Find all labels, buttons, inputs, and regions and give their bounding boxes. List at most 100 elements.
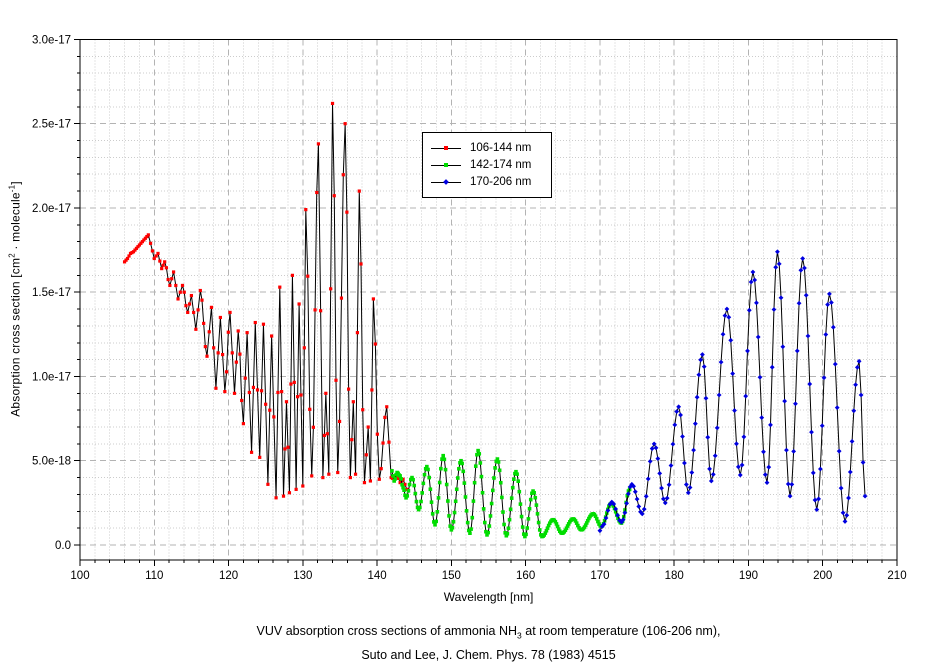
square-marker: [533, 495, 538, 500]
square-marker: [370, 388, 374, 392]
square-marker: [462, 481, 467, 485]
square-marker: [564, 526, 569, 531]
square-marker: [616, 516, 620, 521]
square-marker: [476, 448, 480, 453]
square-marker: [515, 472, 519, 476]
diamond-marker: [682, 460, 687, 466]
square-marker: [414, 499, 419, 504]
square-marker: [516, 479, 521, 483]
square-marker: [313, 308, 317, 312]
diamond-marker: [734, 441, 739, 447]
diamond-marker: [649, 446, 655, 451]
square-marker: [495, 457, 500, 461]
diamond-marker: [730, 371, 736, 376]
diamond-marker: [785, 481, 791, 487]
square-marker: [447, 514, 451, 518]
square-marker: [327, 472, 331, 476]
diamond-marker: [789, 481, 795, 487]
square-marker: [488, 514, 493, 518]
square-marker: [583, 523, 588, 527]
square-marker: [274, 496, 278, 500]
square-marker: [148, 241, 153, 245]
square-marker: [504, 533, 509, 538]
square-marker: [357, 189, 361, 193]
series-line-170-206-nm: [599, 251, 866, 531]
diamond-marker: [858, 392, 864, 398]
square-marker: [164, 266, 168, 270]
diamond-marker: [716, 392, 722, 398]
square-marker: [125, 256, 130, 261]
square-marker: [594, 516, 599, 521]
green-square-marker-icon: [444, 163, 448, 167]
square-marker: [463, 495, 468, 499]
square-marker: [127, 254, 131, 258]
square-marker: [287, 491, 292, 495]
diamond-marker: [776, 261, 782, 267]
square-marker: [487, 524, 492, 528]
figure-caption: VUV absorption cross sections of ammonia…: [80, 622, 897, 665]
square-marker: [336, 470, 340, 475]
diamond-marker: [712, 453, 718, 459]
square-marker: [232, 391, 237, 395]
diamond-marker: [687, 485, 693, 490]
square-marker: [456, 476, 460, 480]
diamond-marker: [834, 405, 840, 411]
square-marker: [418, 505, 422, 510]
square-marker: [401, 477, 405, 481]
diamond-marker: [794, 348, 800, 354]
square-marker: [454, 487, 459, 492]
square-marker: [415, 505, 420, 510]
square-marker: [339, 296, 344, 300]
square-marker: [268, 408, 272, 412]
square-marker: [371, 297, 375, 301]
square-marker: [205, 354, 209, 358]
square-marker: [377, 477, 381, 481]
diamond-marker: [678, 412, 683, 418]
diamond-marker: [632, 489, 638, 495]
square-marker: [509, 496, 514, 500]
diamond-marker: [755, 334, 761, 340]
diamond-marker: [853, 382, 858, 388]
diamond-marker: [653, 445, 659, 451]
diamond-marker: [676, 404, 682, 410]
square-marker: [330, 101, 335, 106]
square-marker: [381, 441, 385, 445]
square-marker: [405, 494, 410, 498]
square-marker: [399, 477, 403, 481]
square-marker: [448, 524, 452, 528]
diamond-marker: [825, 302, 831, 307]
square-marker: [351, 400, 355, 404]
square-marker: [178, 290, 182, 294]
square-marker: [508, 507, 513, 512]
square-marker: [368, 479, 373, 483]
square-marker: [423, 466, 428, 471]
y-tick-label: 1.5e-17: [32, 287, 71, 299]
diamond-marker: [832, 361, 838, 367]
square-marker: [230, 351, 234, 355]
square-marker: [202, 321, 206, 325]
square-marker: [519, 514, 524, 519]
diamond-marker: [705, 434, 711, 440]
square-marker: [214, 386, 218, 390]
diamond-marker: [659, 485, 664, 491]
diamond-marker: [645, 476, 651, 482]
square-marker: [479, 474, 484, 479]
square-marker: [421, 481, 426, 486]
square-marker: [143, 236, 147, 240]
square-marker: [480, 490, 485, 495]
square-marker: [260, 389, 264, 393]
square-marker: [278, 285, 282, 289]
diamond-marker: [691, 447, 696, 453]
square-marker: [315, 190, 319, 195]
square-marker: [465, 520, 470, 525]
series-line-106-144-nm: [124, 103, 408, 498]
square-marker: [403, 493, 407, 498]
diamond-marker: [762, 472, 768, 478]
diamond-marker: [620, 517, 626, 523]
square-marker: [584, 521, 589, 525]
diamond-marker: [664, 495, 670, 501]
square-marker: [482, 520, 487, 525]
diamond-marker: [838, 485, 844, 491]
square-marker: [228, 310, 232, 315]
square-marker: [426, 467, 430, 472]
